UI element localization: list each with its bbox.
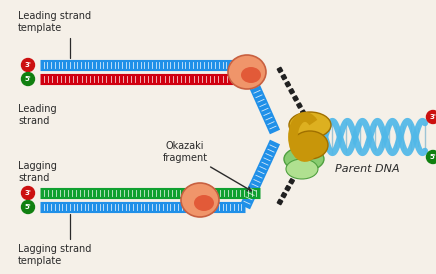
Polygon shape xyxy=(289,179,294,184)
Ellipse shape xyxy=(292,131,328,159)
Circle shape xyxy=(426,110,436,124)
Circle shape xyxy=(426,150,436,164)
Ellipse shape xyxy=(228,55,266,89)
Polygon shape xyxy=(281,192,286,198)
Circle shape xyxy=(21,73,34,85)
Text: 3': 3' xyxy=(429,114,436,120)
Polygon shape xyxy=(304,151,310,156)
Circle shape xyxy=(21,187,34,199)
Ellipse shape xyxy=(194,195,214,211)
Text: 5': 5' xyxy=(24,204,31,210)
Polygon shape xyxy=(296,165,302,170)
Ellipse shape xyxy=(181,183,219,217)
Text: Parent DNA: Parent DNA xyxy=(335,164,400,174)
Polygon shape xyxy=(285,185,290,191)
Polygon shape xyxy=(297,103,302,108)
Polygon shape xyxy=(281,75,286,80)
Polygon shape xyxy=(308,124,314,130)
Polygon shape xyxy=(293,96,298,101)
Polygon shape xyxy=(277,199,283,205)
Ellipse shape xyxy=(284,147,324,171)
Polygon shape xyxy=(300,110,306,115)
Polygon shape xyxy=(308,144,314,150)
Circle shape xyxy=(21,201,34,213)
Ellipse shape xyxy=(286,159,318,179)
Text: 3': 3' xyxy=(24,62,31,68)
Polygon shape xyxy=(293,172,298,177)
Ellipse shape xyxy=(241,67,261,83)
Polygon shape xyxy=(285,81,290,87)
Text: 3': 3' xyxy=(24,190,31,196)
Text: 5': 5' xyxy=(24,76,31,82)
Polygon shape xyxy=(304,117,310,122)
Text: Leading strand
template: Leading strand template xyxy=(18,11,91,58)
Text: Leading
strand: Leading strand xyxy=(18,104,57,126)
Polygon shape xyxy=(277,67,283,73)
Polygon shape xyxy=(300,158,306,163)
Text: Okazaki
fragment: Okazaki fragment xyxy=(163,141,251,191)
Polygon shape xyxy=(289,89,294,94)
Polygon shape xyxy=(312,137,318,143)
Text: 5': 5' xyxy=(429,154,436,160)
Circle shape xyxy=(21,59,34,72)
Polygon shape xyxy=(312,131,318,137)
Ellipse shape xyxy=(289,112,331,138)
Text: Lagging
strand: Lagging strand xyxy=(18,161,57,183)
Text: Lagging strand
template: Lagging strand template xyxy=(18,214,92,266)
